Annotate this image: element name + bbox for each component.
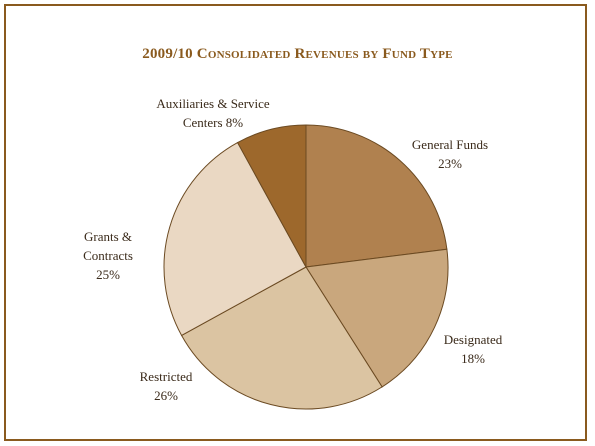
slice-label-designated: Designated 18%	[444, 332, 503, 366]
slice-label-restricted: Restricted 26%	[140, 369, 193, 403]
slice-label-general-funds: General Funds 23%	[412, 137, 488, 171]
chart-title: 2009/10 Consolidated Revenues by Fund Ty…	[142, 46, 453, 62]
pie-slice-grants-contracts	[163, 141, 307, 337]
pie-slice-designated	[305, 248, 449, 388]
slice-label-grants-contracts: Grants & Contracts 25%	[83, 229, 133, 282]
pie-slice-general-funds	[305, 124, 448, 268]
pie-slice-auxiliaries-service-centers	[236, 124, 307, 268]
slice-label-auxiliaries-service-centers: Auxiliaries & Service Centers 8%	[156, 96, 270, 130]
pie-slice-restricted	[180, 266, 383, 410]
